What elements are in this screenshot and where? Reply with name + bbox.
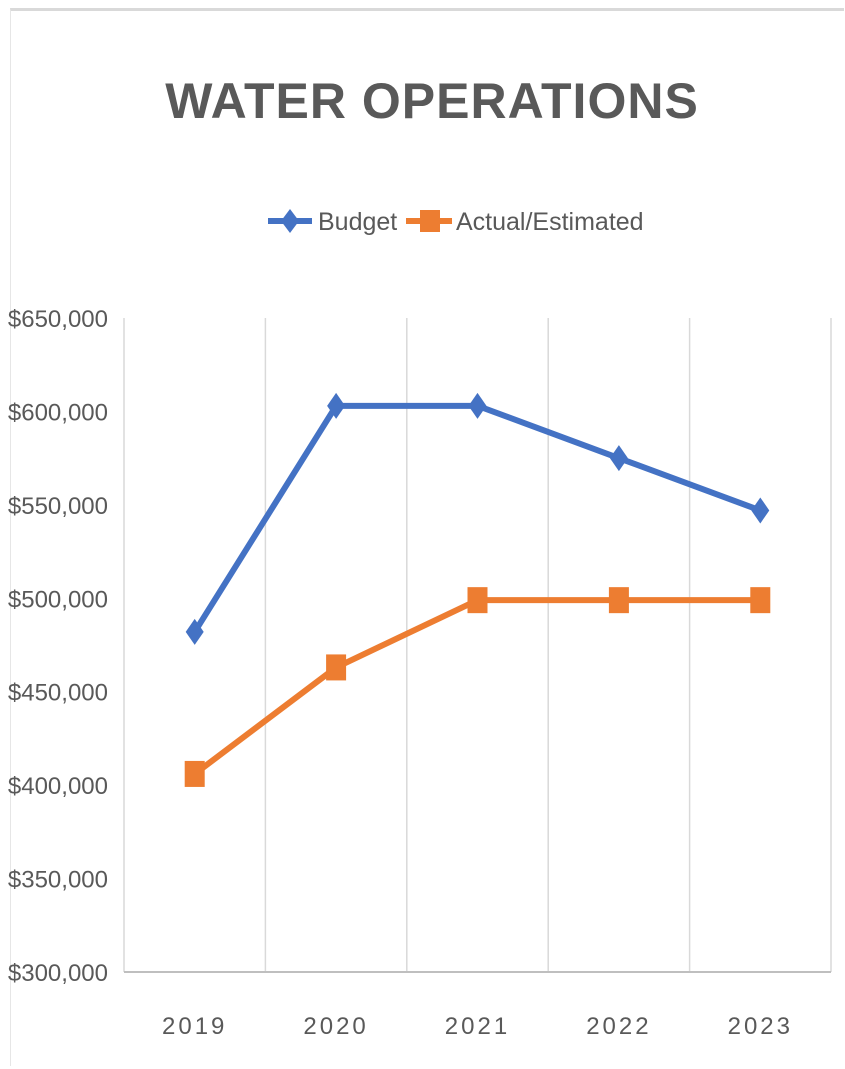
gridlines	[123, 318, 832, 972]
data-point-diamond	[751, 497, 770, 524]
data-point-square	[467, 587, 488, 614]
series-budget	[185, 392, 770, 645]
legend-label-actual: Actual/Estimated	[456, 208, 644, 236]
y-tick-label: $650,000	[8, 306, 108, 333]
y-tick-label: $350,000	[8, 867, 108, 894]
y-tick-label: $400,000	[8, 773, 108, 800]
y-tick-label: $600,000	[8, 399, 108, 426]
chart-frame	[10, 8, 844, 1066]
y-axis-ticks: $300,000 $350,000 $400,000 $450,000 $500,000…	[8, 306, 108, 987]
x-tick-label: 2023	[728, 1013, 793, 1040]
x-tick-label: 2019	[162, 1013, 227, 1040]
y-tick-label: $450,000	[8, 680, 108, 707]
legend-marker-budget	[281, 209, 299, 233]
x-tick-label: 2022	[586, 1013, 651, 1040]
data-point-square	[184, 760, 205, 787]
data-point-square	[326, 654, 347, 681]
x-tick-label: 2021	[445, 1013, 510, 1040]
legend-item-budget: Budget	[268, 208, 397, 236]
data-point-diamond	[468, 392, 487, 419]
x-tick-label: 2020	[303, 1013, 368, 1040]
series-actual-estimated	[184, 587, 771, 787]
series-line	[192, 597, 761, 777]
y-tick-label: $300,000	[8, 960, 108, 987]
y-tick-label: $500,000	[8, 586, 108, 613]
legend-label-budget: Budget	[318, 208, 397, 236]
series-group	[184, 392, 771, 787]
legend: Budget Actual/Estimated	[268, 208, 644, 236]
data-point-square	[608, 587, 629, 614]
data-point-diamond	[185, 618, 204, 645]
data-point-diamond	[327, 392, 346, 419]
x-axis-ticks: 2019 2020 2021 2022 2023	[162, 1013, 793, 1040]
data-point-square	[750, 587, 771, 614]
legend-marker-actual	[420, 210, 440, 232]
data-point-diamond	[609, 445, 628, 472]
y-tick-label: $550,000	[8, 493, 108, 520]
chart-title: WATER OPERATIONS	[165, 73, 699, 129]
legend-item-actual: Actual/Estimated	[406, 208, 644, 236]
